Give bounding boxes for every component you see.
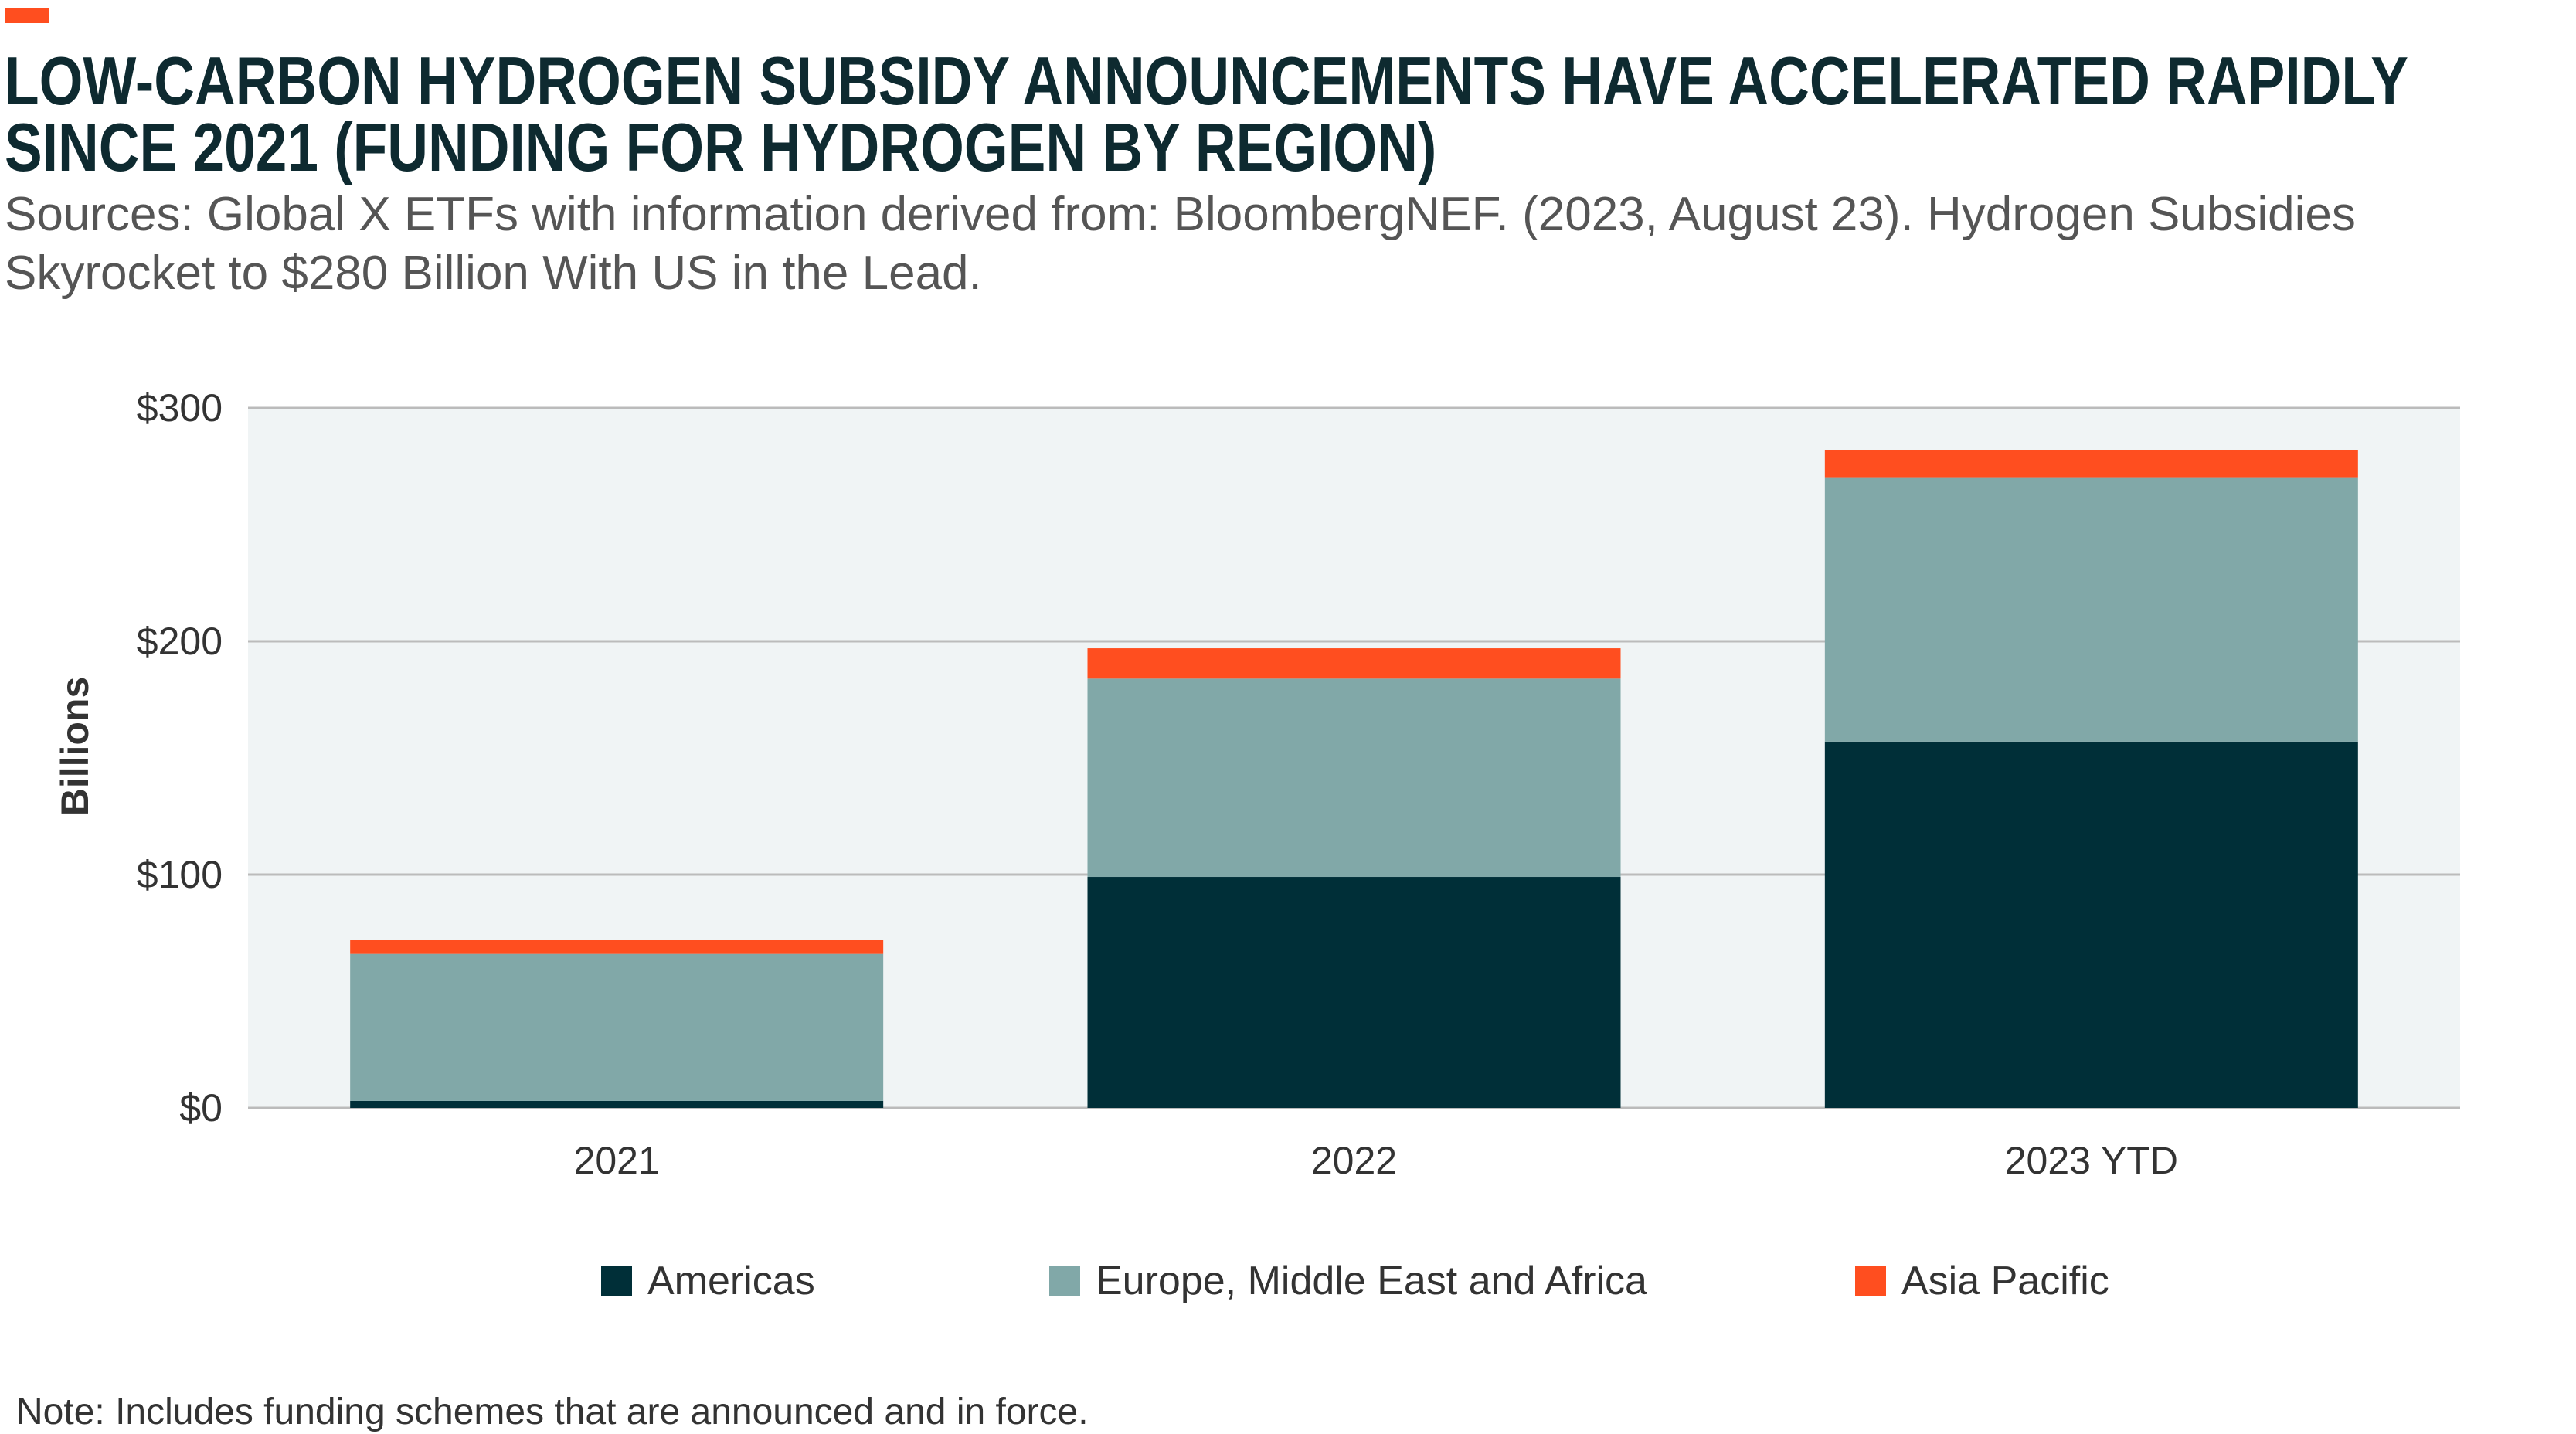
accent-bar — [5, 8, 49, 23]
legend-swatch — [601, 1266, 632, 1296]
y-tick-label: $200 — [137, 620, 223, 663]
x-tick-label: 2022 — [1311, 1139, 1397, 1182]
legend-swatch — [1855, 1266, 1886, 1296]
bar-europe-middle-east-and-africa-2021 — [350, 953, 884, 1101]
legend-item-americas: Americas — [601, 1258, 815, 1304]
legend-item-apac: Asia Pacific — [1855, 1258, 2109, 1304]
bar-americas-2022 — [1087, 877, 1621, 1108]
bar-asia-pacific-2021 — [350, 940, 884, 954]
x-tick-label: 2023 YTD — [2005, 1139, 2178, 1182]
bar-europe-middle-east-and-africa-2023-ytd — [1824, 477, 2358, 742]
chart-title: LOW-CARBON HYDROGEN SUBSIDY ANNOUNCEMENT… — [5, 42, 2409, 185]
legend-label: Asia Pacific — [1901, 1259, 2109, 1303]
bar-europe-middle-east-and-africa-2022 — [1087, 678, 1621, 878]
y-tick-label: $300 — [137, 386, 223, 430]
x-tick-label: 2021 — [574, 1139, 660, 1182]
title-line-2: SINCE 2021 (FUNDING FOR HYDROGEN BY REGI… — [5, 109, 1437, 185]
y-tick-label: $0 — [179, 1086, 223, 1130]
legend-label: Americas — [647, 1259, 815, 1303]
footnote: Note: Includes funding schemes that are … — [16, 1392, 1089, 1432]
y-axis-label: Billions — [53, 677, 97, 817]
bar-asia-pacific-2023-ytd — [1824, 450, 2358, 478]
legend-swatch — [1049, 1266, 1080, 1296]
bar-asia-pacific-2022 — [1087, 648, 1621, 679]
title-line-1: LOW-CARBON HYDROGEN SUBSIDY ANNOUNCEMENT… — [5, 42, 2409, 119]
bar-americas-2023-ytd — [1824, 741, 2358, 1108]
bar-americas-2021 — [350, 1100, 884, 1108]
legend-item-emea: Europe, Middle East and Africa — [1049, 1258, 1647, 1304]
legend-label: Europe, Middle East and Africa — [1096, 1259, 1647, 1303]
y-tick-label: $100 — [137, 853, 223, 896]
source-text: Sources: Global X ETFs with information … — [5, 188, 2356, 300]
